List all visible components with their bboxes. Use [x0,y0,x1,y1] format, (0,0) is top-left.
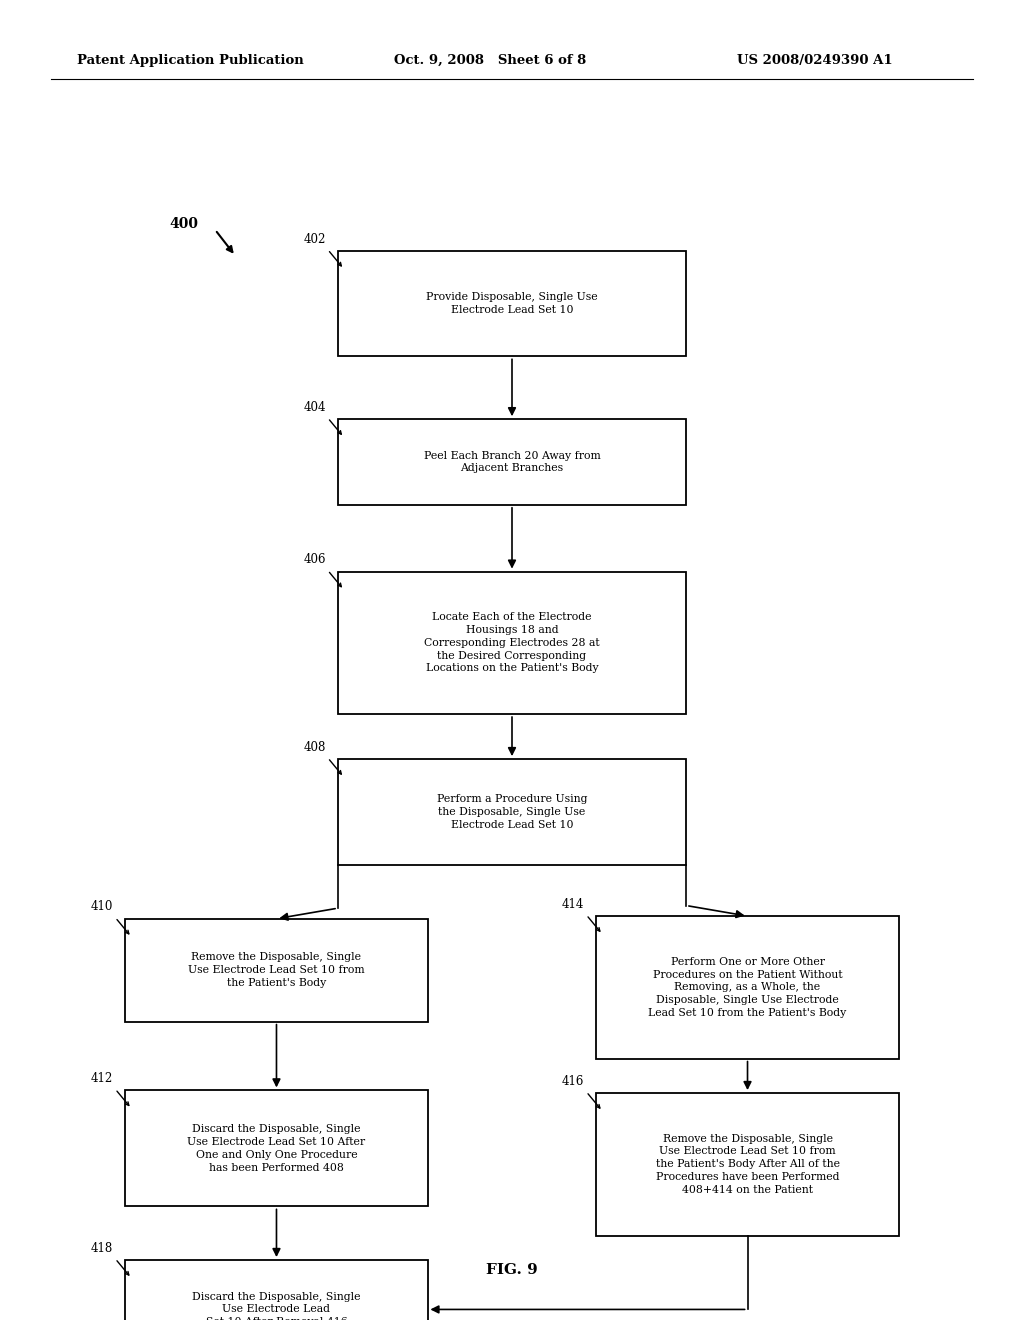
Text: Provide Disposable, Single Use
Electrode Lead Set 10: Provide Disposable, Single Use Electrode… [426,292,598,315]
Text: Peel Each Branch 20 Away from
Adjacent Branches: Peel Each Branch 20 Away from Adjacent B… [424,450,600,474]
Text: Remove the Disposable, Single
Use Electrode Lead Set 10 from
the Patient's Body: Remove the Disposable, Single Use Electr… [188,953,365,987]
Text: FIG. 9: FIG. 9 [486,1263,538,1276]
Bar [596,1093,899,1236]
Text: Locate Each of the Electrode
Housings 18 and
Corresponding Electrodes 28 at
the : Locate Each of the Electrode Housings 18… [424,612,600,673]
Text: Patent Application Publication: Patent Application Publication [77,54,303,67]
Text: 412: 412 [91,1072,114,1085]
Text: 418: 418 [91,1242,114,1254]
Text: Perform One or More Other
Procedures on the Patient Without
Removing, as a Whole: Perform One or More Other Procedures on … [648,957,847,1018]
Bar [126,1259,428,1320]
Text: Oct. 9, 2008   Sheet 6 of 8: Oct. 9, 2008 Sheet 6 of 8 [394,54,587,67]
Text: 414: 414 [562,898,584,911]
Bar [126,1090,428,1206]
Text: Perform a Procedure Using
the Disposable, Single Use
Electrode Lead Set 10: Perform a Procedure Using the Disposable… [437,795,587,829]
Text: 400: 400 [169,218,198,231]
Bar [338,759,686,865]
Text: Discard the Disposable, Single
Use Electrode Lead Set 10 After
One and Only One : Discard the Disposable, Single Use Elect… [187,1125,366,1172]
Text: 408: 408 [303,741,326,754]
Text: 416: 416 [562,1074,584,1088]
Text: 406: 406 [303,553,326,566]
Bar [338,572,686,714]
Text: Discard the Disposable, Single
Use Electrode Lead
Set 10 After Removal 416: Discard the Disposable, Single Use Elect… [193,1292,360,1320]
Text: US 2008/0249390 A1: US 2008/0249390 A1 [737,54,893,67]
Bar [126,919,428,1022]
Bar [596,916,899,1059]
Bar [338,251,686,356]
Text: 410: 410 [91,900,114,913]
Text: 402: 402 [303,232,326,246]
Bar [338,418,686,504]
Text: Remove the Disposable, Single
Use Electrode Lead Set 10 from
the Patient's Body : Remove the Disposable, Single Use Electr… [655,1134,840,1195]
Text: 404: 404 [303,401,326,414]
